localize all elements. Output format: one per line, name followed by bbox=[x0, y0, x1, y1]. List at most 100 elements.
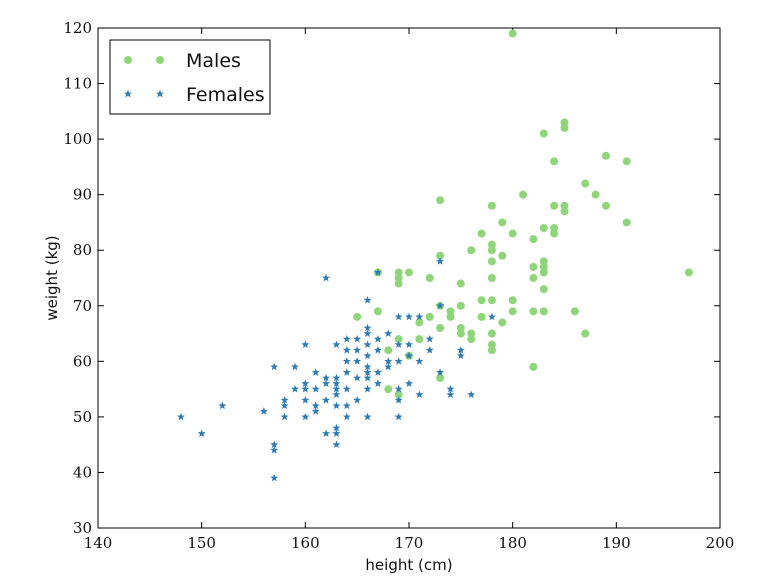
females-point bbox=[332, 384, 341, 393]
males-point bbox=[560, 207, 569, 216]
females-point bbox=[301, 412, 310, 421]
males-point bbox=[550, 229, 559, 238]
females-point bbox=[373, 334, 382, 343]
females-point bbox=[332, 440, 341, 449]
legend-label-females: Females bbox=[186, 84, 265, 106]
males-point bbox=[477, 296, 486, 305]
females-point bbox=[436, 301, 445, 310]
males-point bbox=[560, 118, 569, 127]
females-point bbox=[394, 312, 403, 321]
females-point bbox=[394, 396, 403, 404]
males-point bbox=[353, 312, 362, 321]
males-point bbox=[508, 296, 517, 305]
females-point bbox=[415, 357, 424, 365]
females-point bbox=[342, 384, 351, 393]
females-point bbox=[290, 362, 299, 371]
females-point bbox=[363, 340, 372, 349]
females-point bbox=[332, 401, 341, 410]
x-tick-label: 180 bbox=[498, 534, 527, 552]
females-point bbox=[311, 368, 320, 376]
males-point bbox=[570, 307, 579, 316]
y-tick-label: 80 bbox=[73, 241, 92, 259]
legend-marker-males bbox=[124, 56, 132, 64]
legend-marker-females bbox=[156, 89, 164, 98]
males-point bbox=[487, 240, 496, 249]
y-tick-label: 50 bbox=[73, 408, 92, 426]
females-point bbox=[342, 346, 351, 354]
females-point bbox=[197, 429, 206, 437]
males-point bbox=[487, 274, 496, 282]
females-point bbox=[218, 401, 227, 410]
females-point bbox=[353, 373, 362, 382]
x-axis-label: height (cm) bbox=[365, 556, 452, 574]
x-axis: 140 150 160 170 180 190 200 bbox=[84, 28, 735, 552]
females-point bbox=[342, 357, 351, 365]
males-point bbox=[684, 268, 693, 277]
females-point bbox=[394, 340, 403, 349]
females-point bbox=[322, 373, 331, 382]
males-point bbox=[487, 257, 496, 266]
x-tick-label: 160 bbox=[291, 534, 320, 552]
males-point bbox=[529, 235, 538, 244]
males-point bbox=[498, 251, 507, 260]
males-point bbox=[394, 390, 403, 399]
males-point bbox=[529, 274, 538, 282]
males-point bbox=[529, 362, 538, 371]
y-tick-label: 70 bbox=[73, 297, 92, 315]
males-point bbox=[436, 196, 445, 205]
females-point bbox=[270, 440, 279, 449]
males-point bbox=[487, 246, 496, 255]
y-axis-label: weight (kg) bbox=[43, 235, 61, 320]
females-point bbox=[332, 390, 341, 399]
males-point bbox=[539, 224, 548, 232]
y-axis: 30 40 50 60 70 80 90 100 110 120 bbox=[63, 19, 720, 537]
females-point bbox=[290, 384, 299, 393]
females-point bbox=[311, 401, 320, 410]
females-point bbox=[384, 362, 393, 371]
males-point bbox=[373, 307, 382, 316]
males-point bbox=[498, 218, 507, 227]
females-point bbox=[384, 357, 393, 365]
females-point bbox=[415, 312, 424, 321]
females-point bbox=[301, 396, 310, 404]
legend-marker-females bbox=[124, 89, 132, 98]
males-point bbox=[384, 385, 393, 394]
males-point bbox=[446, 312, 455, 321]
females-point bbox=[353, 396, 362, 404]
males-point bbox=[529, 307, 538, 316]
males-point bbox=[415, 335, 424, 344]
x-tick-label: 200 bbox=[706, 534, 735, 552]
females-point bbox=[322, 396, 331, 404]
males-point bbox=[601, 201, 610, 210]
females-point bbox=[373, 379, 382, 387]
females-point bbox=[280, 396, 289, 404]
females-point bbox=[394, 412, 403, 421]
males-point bbox=[550, 157, 559, 166]
males-point bbox=[487, 201, 496, 210]
males-point bbox=[487, 340, 496, 349]
males-point bbox=[477, 312, 486, 321]
females-point bbox=[405, 351, 413, 360]
females-point bbox=[405, 379, 413, 387]
males-point bbox=[508, 229, 517, 238]
males-point bbox=[539, 262, 548, 271]
males-point bbox=[622, 218, 631, 227]
females-point bbox=[415, 390, 424, 399]
y-tick-label: 60 bbox=[73, 352, 92, 370]
males-point bbox=[550, 224, 559, 232]
females-point bbox=[332, 340, 341, 349]
females-point bbox=[332, 429, 341, 437]
females-point bbox=[456, 346, 465, 354]
females-point bbox=[311, 407, 320, 415]
females-point bbox=[342, 401, 351, 410]
males-point bbox=[425, 274, 434, 282]
females-point bbox=[301, 379, 310, 387]
y-tick-label: 120 bbox=[63, 19, 92, 37]
females-point bbox=[270, 446, 279, 454]
females-point bbox=[311, 384, 320, 393]
males-point bbox=[467, 329, 476, 338]
males-point bbox=[560, 201, 569, 210]
females-point bbox=[405, 312, 413, 321]
males-point bbox=[529, 262, 538, 271]
females-point bbox=[394, 384, 403, 393]
